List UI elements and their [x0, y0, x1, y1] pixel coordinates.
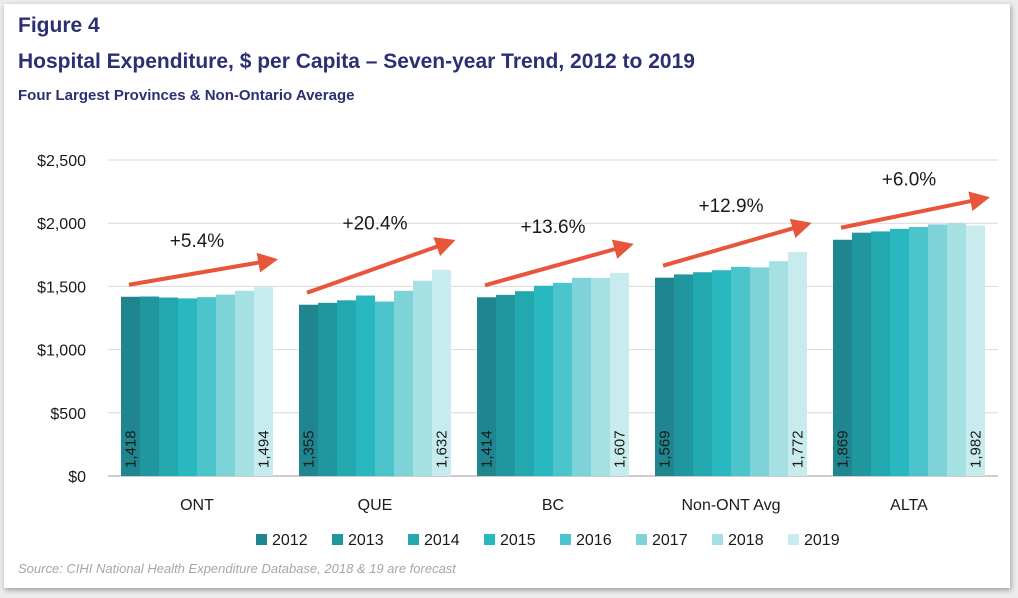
legend-swatch — [788, 534, 799, 545]
growth-annotation: +12.9% — [699, 196, 764, 217]
growth-annotation: +5.4% — [170, 231, 225, 252]
source-note: Source: CIHI National Health Expenditure… — [18, 561, 456, 576]
bars — [121, 223, 985, 476]
data-label: 1,772 — [790, 430, 807, 468]
data-label: 1,414 — [479, 430, 496, 468]
legend-swatch — [484, 534, 495, 545]
bar-2017 — [928, 224, 947, 476]
growth-annotation: +13.6% — [521, 217, 586, 238]
bar-2019 — [966, 225, 985, 476]
bar-2016 — [553, 282, 572, 476]
bar-2015 — [534, 285, 553, 476]
growth-annotation: +6.0% — [882, 169, 937, 190]
legend-label: 2012 — [272, 532, 308, 549]
y-tick-label: $500 — [50, 406, 86, 423]
data-label: 1,869 — [835, 430, 852, 468]
bar-2014 — [515, 291, 534, 476]
y-tick-label: $1,500 — [37, 279, 86, 296]
y-axis-ticks: $0 $500 $1,000 $1,500 $2,000 $2,500 — [37, 153, 86, 486]
bar-2019 — [788, 252, 807, 476]
bar-2012 — [299, 304, 318, 476]
bar-2016 — [731, 266, 750, 476]
bar-2017 — [394, 290, 413, 476]
growth-arrow — [662, 218, 812, 268]
bar-2019 — [610, 272, 629, 476]
chart-title: Hospital Expenditure, $ per Capita – Sev… — [18, 50, 695, 73]
data-label: 1,418 — [123, 430, 140, 468]
bar-2013 — [318, 302, 337, 476]
bar-2016 — [909, 226, 928, 476]
bar-chart: $0 $500 $1,000 $1,500 $2,000 $2,500 1,418 1,49… — [37, 153, 998, 549]
bar-2012 — [655, 277, 674, 476]
bar-2013 — [852, 232, 871, 476]
data-label: 1,355 — [301, 430, 318, 468]
bar-2014 — [871, 231, 890, 476]
y-tick-label: $2,000 — [37, 216, 86, 233]
legend-label: 2017 — [652, 532, 688, 549]
bar-2018 — [769, 261, 788, 476]
bar-2019 — [254, 287, 273, 476]
legend-swatch — [560, 534, 571, 545]
figure-label: Figure 4 — [18, 14, 100, 37]
x-category-label: QUE — [358, 497, 393, 514]
legend: 2012 2013 2014 2015 2016 2017 2018 2019 — [256, 532, 840, 549]
bar-2018 — [947, 223, 966, 476]
chart-subtitle: Four Largest Provinces & Non-Ontario Ave… — [18, 87, 355, 104]
data-label: 1,494 — [256, 430, 273, 468]
bar-2014 — [159, 297, 178, 476]
bar-2014 — [693, 272, 712, 476]
legend-swatch — [256, 534, 267, 545]
y-tick-label: $0 — [68, 469, 86, 486]
growth-arrow — [484, 239, 634, 288]
bar-2015 — [890, 228, 909, 476]
x-axis-categories: ONT QUE BC Non-ONT Avg ALTA — [180, 497, 928, 514]
legend-label: 2019 — [804, 532, 840, 549]
bar-2012 — [477, 297, 496, 476]
legend-label: 2014 — [424, 532, 460, 549]
x-category-label: Non-ONT Avg — [681, 497, 780, 514]
x-category-label: ALTA — [890, 497, 928, 514]
data-labels: 1,418 1,494 1,355 1,632 1,414 1,607 1,569 1,772… — [123, 430, 985, 468]
legend-swatch — [408, 534, 419, 545]
bar-2013 — [496, 294, 515, 476]
growth-arrows: +5.4% +20.4% +13.6% +12.9% +6.0% — [128, 169, 990, 295]
x-category-label: ONT — [180, 497, 214, 514]
data-label: 1,607 — [612, 430, 629, 468]
bar-2017 — [216, 294, 235, 476]
legend-label: 2016 — [576, 532, 612, 549]
bar-2014 — [337, 300, 356, 476]
bar-2012 — [833, 239, 852, 476]
growth-arrow — [840, 191, 990, 230]
bar-2016 — [375, 301, 394, 476]
y-tick-label: $1,000 — [37, 343, 86, 360]
bar-2019 — [432, 269, 451, 476]
data-label: 1,632 — [434, 430, 451, 468]
bar-2018 — [591, 277, 610, 476]
bar-2015 — [712, 270, 731, 476]
legend-label: 2018 — [728, 532, 764, 549]
y-tick-label: $2,500 — [37, 153, 86, 170]
bar-2013 — [674, 274, 693, 476]
legend-swatch — [636, 534, 647, 545]
bar-2015 — [178, 298, 197, 476]
bar-2012 — [121, 296, 140, 476]
bar-2018 — [413, 280, 432, 476]
legend-swatch — [332, 534, 343, 545]
figure-card: Figure 4 Hospital Expenditure, $ per Cap… — [4, 4, 1010, 588]
data-label: 1,982 — [968, 430, 985, 468]
legend-label: 2013 — [348, 532, 384, 549]
bar-2013 — [140, 296, 159, 476]
data-label: 1,569 — [657, 430, 674, 468]
bar-2017 — [750, 267, 769, 476]
bar-2015 — [356, 295, 375, 476]
bar-2017 — [572, 277, 591, 476]
growth-annotation: +20.4% — [343, 214, 408, 235]
growth-arrow — [306, 237, 456, 295]
x-category-label: BC — [542, 497, 564, 514]
bar-2018 — [235, 290, 254, 476]
growth-arrow — [128, 252, 279, 287]
bar-2016 — [197, 297, 216, 476]
legend-label: 2015 — [500, 532, 536, 549]
legend-swatch — [712, 534, 723, 545]
